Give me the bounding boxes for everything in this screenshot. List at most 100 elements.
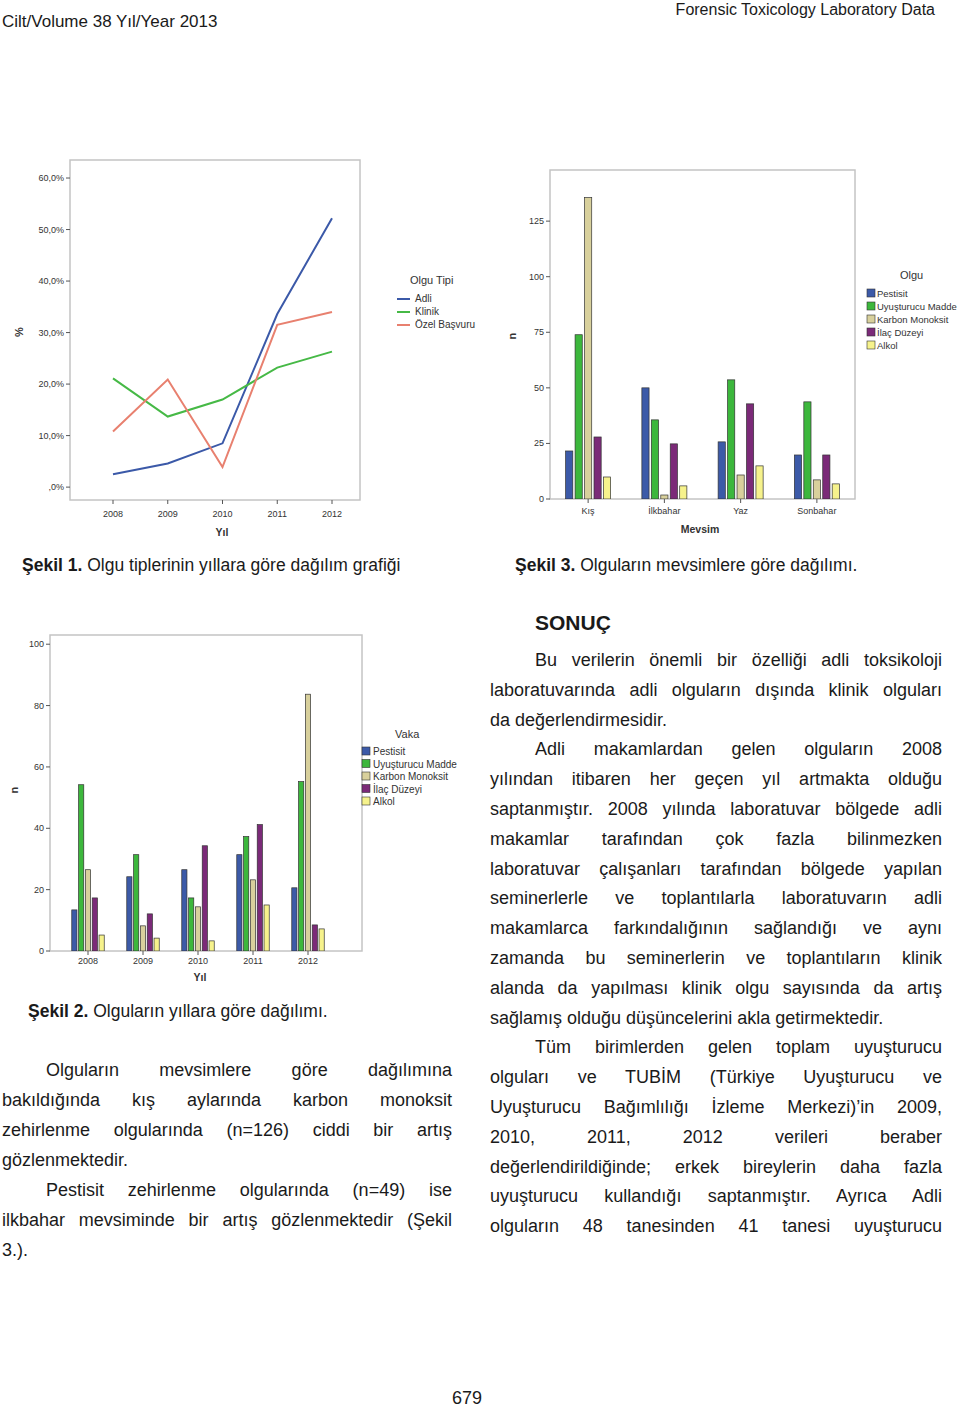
x-tick-label: 2008 bbox=[103, 509, 123, 519]
bar bbox=[189, 898, 194, 951]
caption-text: Olgu tiplerinin yıllara göre dağılım gra… bbox=[87, 555, 400, 575]
x-tick bbox=[88, 951, 89, 955]
y-tick bbox=[46, 951, 50, 952]
legend-label: Adli bbox=[415, 293, 432, 304]
text: 2010, 2011, 2012 verileri beraber bbox=[490, 1127, 942, 1147]
chart: 02040608010020082009201020112012YılnVaka… bbox=[8, 635, 457, 983]
x-tick-label: 2010 bbox=[188, 956, 208, 966]
bar bbox=[250, 880, 255, 951]
bar bbox=[305, 694, 310, 951]
y-tick bbox=[66, 281, 70, 282]
bar bbox=[594, 437, 601, 499]
y-axis-title: n bbox=[506, 332, 518, 339]
text-line: zamanda bu seminerlerin ve toplantıların… bbox=[490, 947, 942, 969]
header-text: Cilt/Volume 38 Yıl/Year 2013 bbox=[2, 12, 217, 31]
text: makamlarca farkındalığının sağlandığı ve… bbox=[490, 918, 942, 938]
chart: ,0%10,0%20,0%30,0%40,0%50,0%60,0%2008200… bbox=[13, 160, 475, 538]
legend-label: İlaç Düzeyi bbox=[373, 783, 422, 795]
bar bbox=[147, 914, 152, 951]
legend-title: Vaka bbox=[395, 728, 420, 740]
x-tick bbox=[113, 500, 114, 504]
text: Uyuşturucu Bağımlılığı İzleme Merkezi)’i… bbox=[490, 1097, 942, 1117]
bar bbox=[85, 870, 90, 951]
text-line: 3.). bbox=[2, 1239, 452, 1261]
y-tick bbox=[46, 705, 50, 706]
x-tick-label: 2009 bbox=[158, 509, 178, 519]
y-tick bbox=[66, 487, 70, 488]
y-tick-label: 30,0% bbox=[38, 328, 64, 338]
legend: Olgu TipiAdliKlinikÖzel Başvuru bbox=[397, 274, 475, 330]
legend-title: Olgu bbox=[900, 269, 923, 281]
y-tick bbox=[546, 443, 550, 444]
legend-label: Uyuşturucu Madde bbox=[877, 301, 957, 312]
text-line: zehirlenme olgularında (n=126) ciddi bir… bbox=[2, 1119, 452, 1141]
y-tick-label: 50,0% bbox=[38, 225, 64, 235]
bar bbox=[79, 785, 84, 951]
bar bbox=[661, 495, 668, 499]
bar bbox=[575, 335, 582, 499]
text: olguları ve TUBİM (Türkiye Uyuşturucu ve bbox=[490, 1067, 942, 1087]
legend-swatch bbox=[362, 772, 370, 780]
caption-label: Şekil 2. bbox=[28, 1001, 88, 1021]
y-tick bbox=[66, 229, 70, 230]
text: zehirlenme olgularında (n=126) ciddi bir… bbox=[2, 1120, 452, 1140]
bar bbox=[813, 480, 820, 499]
x-tick bbox=[222, 500, 223, 504]
text: Bu verilerin önemli bir özelliği adli to… bbox=[535, 650, 942, 670]
text: zamanda bu seminerlerin ve toplantıların… bbox=[490, 948, 942, 968]
figure-caption: Şekil 2. Olguların yıllara göre dağılımı… bbox=[28, 1000, 328, 1022]
legend-swatch bbox=[867, 328, 875, 336]
y-tick bbox=[546, 276, 550, 277]
legend-label: Özel Başvuru bbox=[415, 319, 475, 330]
bar bbox=[718, 442, 725, 499]
legend: VakaPestisitUyuşturucu MaddeKarbon Monok… bbox=[362, 728, 457, 807]
y-axis-title: n bbox=[8, 786, 20, 793]
y-tick bbox=[66, 178, 70, 179]
line-series bbox=[113, 312, 332, 467]
y-tick-label: 25 bbox=[534, 438, 544, 448]
text: laboratuvarında adli olguların dışında k… bbox=[490, 680, 942, 700]
legend-swatch bbox=[397, 311, 410, 313]
y-tick-label: ,0% bbox=[48, 482, 64, 492]
x-tick-label: Yaz bbox=[733, 506, 748, 516]
text: Olguların mevsimlere göre dağılımına bbox=[46, 1060, 452, 1080]
text-line: saptanmıştır. 2008 yılında laboratuvar b… bbox=[490, 798, 942, 820]
x-tick bbox=[308, 951, 309, 955]
x-tick bbox=[816, 499, 817, 503]
y-tick-label: 100 bbox=[529, 272, 544, 282]
text-line: bakıldığında kış aylarında karbon monoks… bbox=[2, 1089, 452, 1111]
x-tick bbox=[167, 500, 168, 504]
text-line: Pestisit zehirlenme olgularında (n=49) i… bbox=[46, 1179, 452, 1201]
bar bbox=[585, 198, 592, 499]
text-line: makamlarca farkındalığının sağlandığı ve… bbox=[490, 917, 942, 939]
x-tick bbox=[664, 499, 665, 503]
figure-caption: Şekil 3. Olguların mevsimlere göre dağıl… bbox=[515, 554, 857, 576]
legend-label: Karbon Monoksit bbox=[373, 771, 448, 782]
legend-label: Alkol bbox=[877, 340, 898, 351]
text: saptanmıştır. 2008 yılında laboratuvar b… bbox=[490, 799, 942, 819]
bar bbox=[182, 870, 187, 951]
x-axis-title: Yıl bbox=[194, 971, 207, 983]
caption-label: Şekil 1. bbox=[22, 555, 82, 575]
bar bbox=[670, 444, 677, 499]
bar bbox=[728, 380, 735, 499]
text: olguların 48 tanesinden 41 tanesi uyuştu… bbox=[490, 1216, 942, 1236]
header-left: Cilt/Volume 38 Yıl/Year 2013 bbox=[2, 11, 217, 33]
text: seminerlerle ve toplantılarla laboratuva… bbox=[490, 888, 942, 908]
text-line: 2010, 2011, 2012 verileri beraber bbox=[490, 1126, 942, 1148]
text-line: yılından itibaren her geçen yıl artmakta… bbox=[490, 768, 942, 790]
bar bbox=[292, 888, 297, 951]
x-tick bbox=[740, 499, 741, 503]
bar bbox=[756, 466, 763, 499]
bar bbox=[832, 484, 839, 499]
bar bbox=[127, 877, 132, 951]
legend-swatch bbox=[867, 302, 875, 310]
text-line: değerlendirildiğinde; erkek bireylerin d… bbox=[490, 1156, 942, 1178]
text: sağlamış olduğu düşüncelerini akla getir… bbox=[490, 1008, 883, 1028]
x-tick-label: 2012 bbox=[298, 956, 318, 966]
caption-label: Şekil 3. bbox=[515, 555, 575, 575]
text-line: uyuşturucu kullandığı saptanmıştır. Ayrı… bbox=[490, 1185, 942, 1207]
bar bbox=[794, 455, 801, 499]
bar bbox=[319, 929, 324, 951]
y-tick-label: 0 bbox=[39, 946, 44, 956]
